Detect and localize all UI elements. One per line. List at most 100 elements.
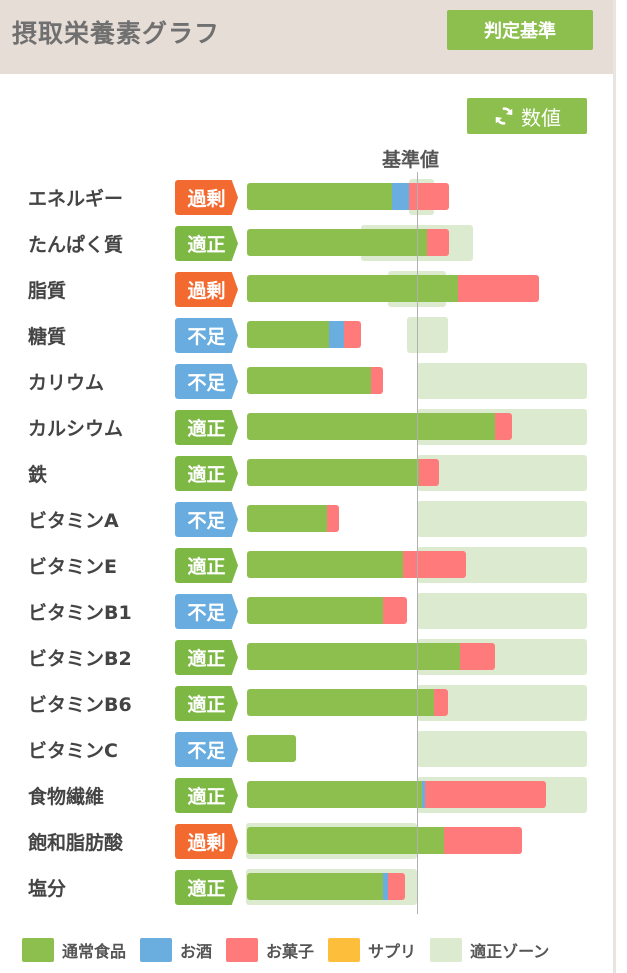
nutrient-row: 糖質 不足 bbox=[0, 312, 613, 358]
legend-alcohol: お酒 bbox=[140, 938, 212, 962]
segment-normal-food bbox=[247, 183, 392, 210]
legend-snacks: お菓子 bbox=[226, 938, 314, 962]
nutrient-row: カルシウム 適正 bbox=[0, 404, 613, 450]
status-badge: 適正 bbox=[175, 870, 238, 905]
value-button-label: 数値 bbox=[521, 105, 561, 130]
segment-snacks bbox=[444, 827, 523, 854]
nutrient-label: 鉄 bbox=[28, 464, 48, 486]
intake-bar bbox=[247, 551, 467, 578]
nutrient-row: たんぱく質 適正 bbox=[0, 220, 613, 266]
status-badge: 適正 bbox=[175, 410, 238, 445]
nutrient-row: 鉄 適正 bbox=[0, 450, 613, 496]
nutrient-label: カリウム bbox=[28, 372, 105, 394]
legend-zone: 適正ゾーン bbox=[430, 938, 549, 962]
nutrient-label: ビタミンB2 bbox=[28, 648, 132, 670]
segment-normal-food bbox=[247, 505, 327, 532]
status-badge: 過剰 bbox=[175, 824, 238, 859]
intake-bar bbox=[247, 827, 523, 854]
intake-bar bbox=[247, 643, 496, 670]
optimal-zone bbox=[417, 455, 587, 491]
status-badge: 不足 bbox=[175, 318, 238, 353]
segment-snacks bbox=[425, 781, 547, 808]
segment-snacks bbox=[457, 275, 540, 302]
page-title: 摂取栄養素グラフ bbox=[12, 19, 221, 48]
intake-bar bbox=[247, 597, 407, 624]
segment-normal-food bbox=[247, 827, 445, 854]
segment-normal-food bbox=[247, 413, 496, 440]
segment-normal-food bbox=[247, 643, 460, 670]
intake-bar bbox=[247, 183, 450, 210]
status-badge: 過剰 bbox=[175, 180, 238, 215]
nutrient-row: ビタミンB6 適正 bbox=[0, 680, 613, 726]
nutrient-label: ビタミンA bbox=[28, 510, 119, 532]
segment-normal-food bbox=[247, 551, 404, 578]
segment-alcohol bbox=[391, 183, 409, 210]
nutrient-label: 糖質 bbox=[28, 326, 67, 348]
segment-normal-food bbox=[247, 781, 423, 808]
nutrient-label: エネルギー bbox=[28, 188, 124, 210]
nutrient-label: 食物繊維 bbox=[28, 786, 105, 808]
segment-normal-food bbox=[247, 873, 383, 900]
criteria-button[interactable]: 判定基準 bbox=[447, 10, 593, 50]
legend-swatch bbox=[140, 938, 173, 962]
segment-snacks bbox=[495, 413, 513, 440]
nutrient-row: 食物繊維 適正 bbox=[0, 772, 613, 818]
intake-bar bbox=[247, 735, 297, 762]
status-badge: 不足 bbox=[175, 502, 238, 537]
intake-bar bbox=[247, 229, 450, 256]
status-badge: 適正 bbox=[175, 778, 238, 813]
legend-swatch bbox=[328, 938, 361, 962]
segment-snacks bbox=[383, 597, 407, 624]
refresh-icon bbox=[495, 107, 513, 125]
intake-bar bbox=[247, 321, 361, 348]
status-badge: 不足 bbox=[175, 364, 238, 399]
nutrient-label: ビタミンC bbox=[28, 740, 118, 762]
baseline-label: 基準値 bbox=[382, 149, 440, 171]
optimal-zone bbox=[417, 731, 587, 767]
legend-label: お菓子 bbox=[266, 942, 315, 961]
segment-snacks bbox=[388, 873, 406, 900]
nutrient-label: ビタミンE bbox=[28, 556, 117, 578]
segment-normal-food bbox=[247, 275, 458, 302]
nutrient-row: 脂質 過剰 bbox=[0, 266, 613, 312]
value-toggle-button[interactable]: 数値 bbox=[467, 98, 587, 134]
status-badge: 適正 bbox=[175, 548, 238, 583]
intake-bar bbox=[247, 413, 513, 440]
intake-bar bbox=[247, 459, 440, 486]
nutrient-label: 塩分 bbox=[28, 878, 67, 900]
optimal-zone bbox=[417, 593, 587, 629]
segment-snacks bbox=[408, 183, 450, 210]
legend-swatch bbox=[226, 938, 259, 962]
segment-snacks bbox=[403, 551, 467, 578]
nutrient-label: ビタミンB6 bbox=[28, 694, 132, 716]
segment-snacks bbox=[343, 321, 361, 348]
status-badge: 適正 bbox=[175, 226, 238, 261]
status-badge: 過剰 bbox=[175, 272, 238, 307]
status-badge: 適正 bbox=[175, 456, 238, 491]
status-badge: 適正 bbox=[175, 686, 238, 721]
legend-swatch bbox=[430, 938, 463, 962]
status-badge: 不足 bbox=[175, 594, 238, 629]
segment-normal-food bbox=[247, 229, 428, 256]
nutrient-row: ビタミンA 不足 bbox=[0, 496, 613, 542]
nutrient-row: ビタミンE 適正 bbox=[0, 542, 613, 588]
legend-label: 通常食品 bbox=[62, 942, 127, 961]
nutrient-label: 脂質 bbox=[28, 280, 67, 302]
segment-snacks bbox=[418, 459, 440, 486]
legend-supplement: サプリ bbox=[328, 938, 416, 962]
legend-label: お酒 bbox=[180, 942, 213, 961]
nutrient-row: ビタミンB1 不足 bbox=[0, 588, 613, 634]
intake-bar bbox=[247, 505, 339, 532]
segment-normal-food bbox=[247, 321, 329, 348]
nutrient-row: カリウム 不足 bbox=[0, 358, 613, 404]
legend-label: サプリ bbox=[368, 942, 417, 961]
segment-alcohol bbox=[383, 873, 389, 900]
segment-snacks bbox=[427, 229, 450, 256]
segment-snacks bbox=[434, 689, 448, 716]
legend-swatch bbox=[22, 938, 54, 962]
header-bar: 摂取栄養素グラフ 判定基準 bbox=[0, 0, 613, 74]
nutrient-label: たんぱく質 bbox=[28, 234, 124, 256]
segment-normal-food bbox=[247, 597, 383, 624]
segment-normal-food bbox=[247, 735, 297, 762]
status-badge: 適正 bbox=[175, 640, 238, 675]
